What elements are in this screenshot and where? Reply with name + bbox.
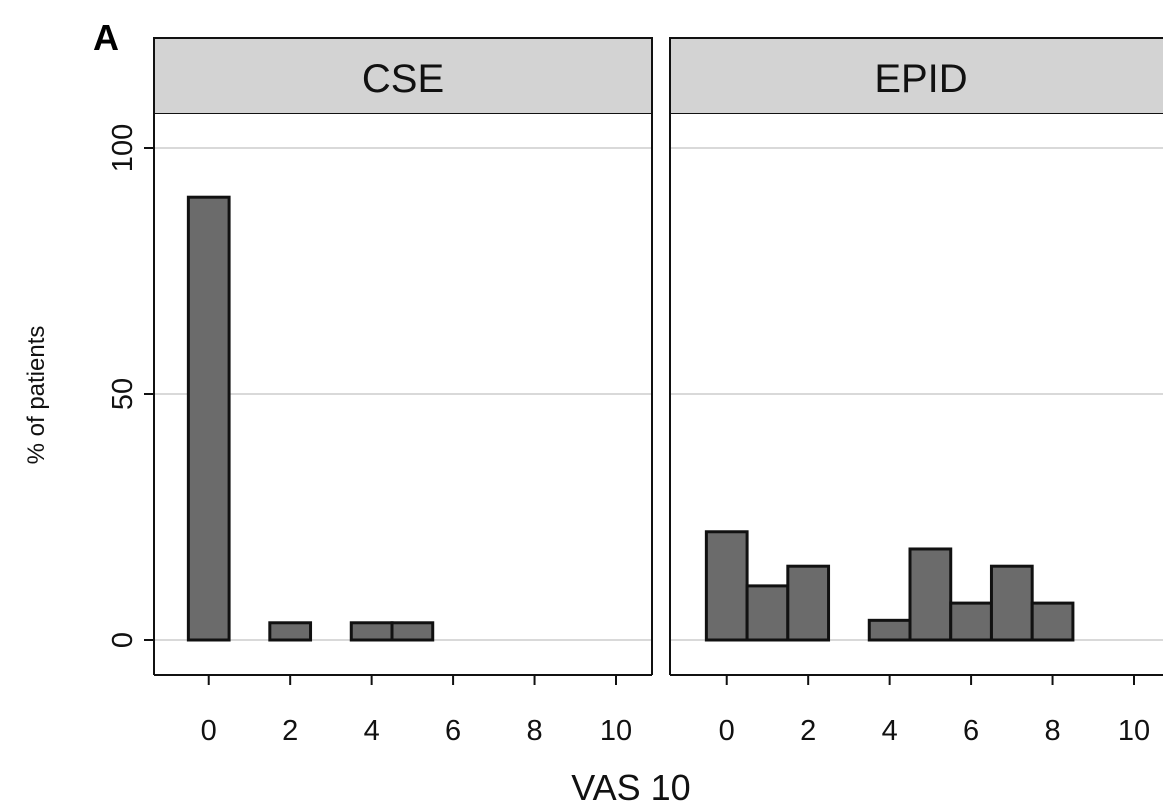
bar <box>989 564 1034 642</box>
x-tick-label: 2 <box>282 715 298 747</box>
x-axis-label: VAS 10 <box>571 767 690 808</box>
y-axis-label: % of patients <box>23 326 50 465</box>
bar <box>704 530 749 642</box>
y-tick-label: 0 <box>107 632 139 648</box>
x-tick-label: 10 <box>1118 715 1150 747</box>
x-tick-label: 4 <box>882 715 898 747</box>
bar <box>349 621 394 642</box>
panel-strip <box>153 37 653 115</box>
y-tick-label: 100 <box>107 124 139 172</box>
panel-title: CSE <box>362 57 444 101</box>
bar <box>745 584 790 642</box>
bar <box>786 564 831 642</box>
x-tick-label: 0 <box>719 715 735 747</box>
bar <box>186 195 231 642</box>
bar <box>867 618 912 642</box>
x-tick-label: 2 <box>800 715 816 747</box>
x-tick-label: 10 <box>600 715 632 747</box>
bar <box>390 621 435 642</box>
x-tick-label: 0 <box>201 715 217 747</box>
panel-letter: A <box>93 17 119 58</box>
panel-epid: EPID 0 2 4 6 8 10 <box>669 37 1163 747</box>
bar <box>1030 601 1075 642</box>
y-tick-label: 50 <box>107 378 139 410</box>
panel-title: EPID <box>874 57 967 101</box>
x-tick-label: 4 <box>364 715 380 747</box>
bar <box>908 547 953 642</box>
x-tick-label: 6 <box>445 715 461 747</box>
x-tick-label: 6 <box>963 715 979 747</box>
bar <box>949 601 993 642</box>
x-tick-label: 8 <box>526 715 542 747</box>
x-tick-label: 8 <box>1044 715 1060 747</box>
bar <box>268 621 313 642</box>
